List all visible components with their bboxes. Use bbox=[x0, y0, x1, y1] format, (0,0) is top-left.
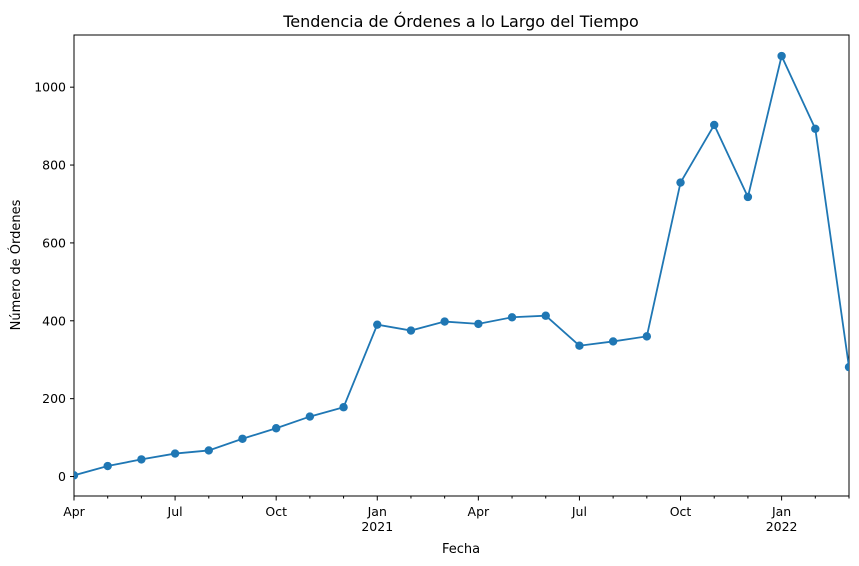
series-0 bbox=[74, 51, 849, 480]
data-point bbox=[137, 455, 146, 464]
x-tick-label: Apr bbox=[63, 504, 85, 519]
data-point bbox=[103, 461, 112, 471]
y-tick-label: 200 bbox=[42, 391, 66, 406]
data-point bbox=[204, 446, 213, 455]
chart-title: Tendencia de Órdenes a lo Largo del Tiem… bbox=[282, 12, 639, 31]
data-point bbox=[271, 424, 281, 433]
x-tick-label: Jul bbox=[571, 504, 587, 519]
data-point bbox=[474, 319, 483, 329]
y-tick-label: 0 bbox=[58, 469, 66, 484]
plot-frame bbox=[73, 34, 850, 497]
x-tick-label: Oct bbox=[265, 504, 287, 519]
x-axis-label: Fecha bbox=[442, 542, 480, 557]
x-tick-year-label: 2022 bbox=[766, 519, 798, 534]
data-point bbox=[305, 412, 315, 421]
data-point bbox=[743, 192, 753, 202]
data-point bbox=[238, 434, 247, 443]
data-point bbox=[507, 313, 517, 322]
x-tick-label: Jan bbox=[771, 504, 791, 519]
data-point bbox=[541, 311, 550, 320]
data-point bbox=[844, 362, 849, 372]
data-point bbox=[608, 337, 618, 346]
data-point bbox=[710, 120, 719, 130]
y-tick-label: 600 bbox=[42, 235, 66, 250]
y-axis: 0 200 400 600 800 1000 bbox=[34, 80, 74, 484]
data-point bbox=[575, 341, 584, 350]
x-tick-label: Oct bbox=[670, 504, 692, 519]
series-group bbox=[74, 51, 849, 480]
data-point bbox=[373, 320, 382, 329]
data-point bbox=[74, 471, 79, 480]
y-tick-label: 1000 bbox=[34, 80, 66, 95]
x-tick-label: Jan bbox=[367, 504, 387, 519]
data-point bbox=[339, 403, 348, 412]
data-point bbox=[676, 178, 685, 187]
data-point bbox=[406, 326, 416, 335]
y-tick-label: 800 bbox=[42, 158, 66, 173]
data-point bbox=[440, 317, 449, 326]
x-tick-label: Jul bbox=[167, 504, 183, 519]
x-tick-year-label: 2021 bbox=[361, 519, 393, 534]
data-point bbox=[811, 124, 820, 134]
series-line bbox=[74, 53, 849, 477]
x-tick-label: Apr bbox=[468, 504, 490, 519]
y-tick-label: 400 bbox=[42, 313, 66, 328]
data-point bbox=[170, 449, 180, 458]
y-axis-label: Número de Órdenes bbox=[8, 199, 24, 330]
data-point bbox=[777, 51, 786, 61]
data-point bbox=[642, 332, 652, 341]
